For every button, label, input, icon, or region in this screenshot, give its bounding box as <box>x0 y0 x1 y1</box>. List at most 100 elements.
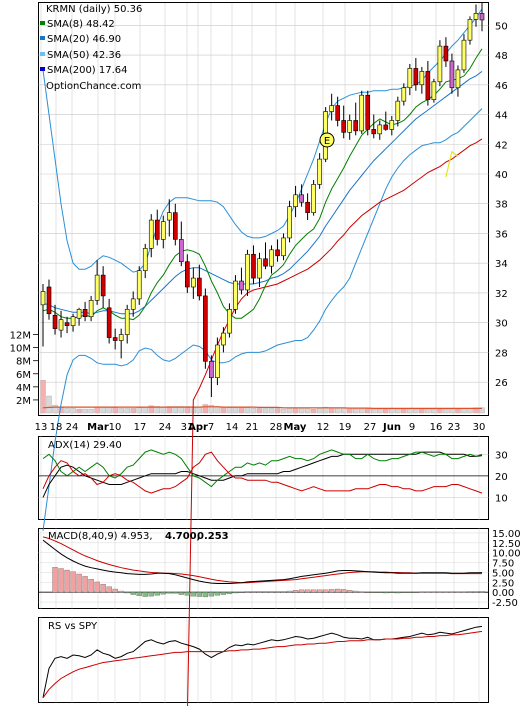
volume-bar <box>425 408 431 414</box>
earnings-marker: E <box>319 132 335 148</box>
macd-hist-bar <box>310 589 317 593</box>
volume-bar <box>383 408 389 414</box>
x-tick-label: 14 <box>226 422 239 433</box>
volume-bar <box>178 406 185 414</box>
volume-bar <box>419 408 425 414</box>
candle-body <box>305 201 310 213</box>
macd-hist-bar <box>178 592 184 595</box>
volume-bar <box>202 404 209 414</box>
candle-body <box>191 277 196 288</box>
candle-body <box>347 120 352 133</box>
macd-hist-bar <box>479 591 485 593</box>
macd-signal-value: 4.700, <box>165 531 200 542</box>
volume-bar <box>166 406 172 414</box>
volume-bar <box>359 408 365 414</box>
legend-sma20: SMA(20) 46.90 <box>47 34 121 45</box>
volume-bar <box>401 408 407 414</box>
volume-bar <box>280 408 287 414</box>
candle-body <box>40 291 46 306</box>
volume-tick-label: 6M <box>16 370 31 381</box>
legend-sma8: SMA(8) 48.42 <box>47 19 115 30</box>
macd-tick-label: 10.00 <box>492 549 521 560</box>
candle-body <box>239 280 244 291</box>
candle-body <box>311 184 316 213</box>
macd-hist-bar <box>160 592 166 595</box>
adx-line-di <box>42 449 483 488</box>
candle-body <box>329 105 334 112</box>
candle-body <box>245 253 250 291</box>
candle-body <box>437 45 443 83</box>
macd-title: MACD(8,40,9) 4.953, <box>48 531 153 542</box>
macd-hist-bar <box>304 589 311 593</box>
legend-title: KRMN (daily) 50.36 <box>46 4 142 15</box>
candle-body <box>263 258 268 267</box>
price-tick-label: 36 <box>495 229 508 240</box>
macd-hist-bar <box>292 590 299 593</box>
macd-hist-bar <box>395 592 401 594</box>
volume-bar <box>130 408 136 414</box>
candle-body <box>275 249 280 257</box>
candle-body <box>166 212 172 221</box>
macd-hist-bar <box>100 584 106 593</box>
volume-bar <box>40 380 46 414</box>
volume-bar <box>274 408 281 414</box>
macd-hist-bar <box>238 592 245 593</box>
price-panel-frame <box>38 2 489 416</box>
candle-body <box>455 69 461 89</box>
macd-hist-bar <box>298 589 305 593</box>
macd-hist-bar <box>365 592 371 593</box>
volume-bar <box>353 408 359 414</box>
x-tick-label: 28 <box>270 422 283 433</box>
macd-hist-bar <box>425 591 431 593</box>
candle-body <box>425 71 431 100</box>
volume-bar <box>467 408 473 414</box>
volume-tick-label: 2M <box>16 396 31 407</box>
macd-hist-bar <box>401 592 407 593</box>
candle-body <box>112 337 118 341</box>
legend-sma200: SMA(200) 17.64 <box>47 65 128 76</box>
candle-body <box>227 308 232 334</box>
earnings-marker-label: E <box>324 136 330 147</box>
volume-bar <box>389 408 395 414</box>
candle-body <box>251 253 256 279</box>
candle-body <box>203 295 208 362</box>
macd-hist-bar <box>154 592 160 596</box>
macd-hist-bar <box>316 589 323 593</box>
price-overlay-lines <box>42 8 483 706</box>
macd-hist-bar <box>172 592 178 594</box>
volume-bar <box>346 408 353 414</box>
macd-hist-bar <box>347 590 353 593</box>
candle-body <box>106 307 112 338</box>
rs-line-rsavg <box>42 630 483 699</box>
volume-tick-label: 8M <box>16 357 31 368</box>
macd-hist-bar <box>76 573 82 593</box>
volume-bar <box>340 408 347 414</box>
rs-line-rs <box>42 625 483 698</box>
volume-bar <box>262 408 269 414</box>
volume-bar <box>142 406 148 414</box>
candle-body <box>64 322 70 326</box>
volume-bar <box>371 408 377 414</box>
candle-body <box>257 258 262 279</box>
candle-body <box>335 105 340 121</box>
volume-bar <box>298 408 305 414</box>
candle-body <box>395 100 401 121</box>
macd-hist-bar <box>142 592 148 597</box>
candle-body <box>233 280 238 310</box>
candle-body <box>70 316 76 326</box>
candle-body <box>88 300 94 318</box>
macd-hist-bar <box>467 591 473 593</box>
earnings-marker-circle <box>319 132 335 148</box>
volume-bar <box>82 408 88 414</box>
macd-tick-label: 0.00 <box>492 588 514 599</box>
x-tick-label: 31 <box>181 422 194 433</box>
x-tick-label: 7 <box>208 422 214 433</box>
volume-bar <box>250 408 257 414</box>
volume-bar <box>322 406 329 414</box>
candle-body <box>443 45 449 62</box>
macd-hist-bar <box>286 590 293 593</box>
x-tick-label: 27 <box>364 422 377 433</box>
macd-hist-bar <box>64 569 70 593</box>
macd-hist-bar <box>256 591 263 593</box>
macd-hist-bar <box>190 592 196 597</box>
